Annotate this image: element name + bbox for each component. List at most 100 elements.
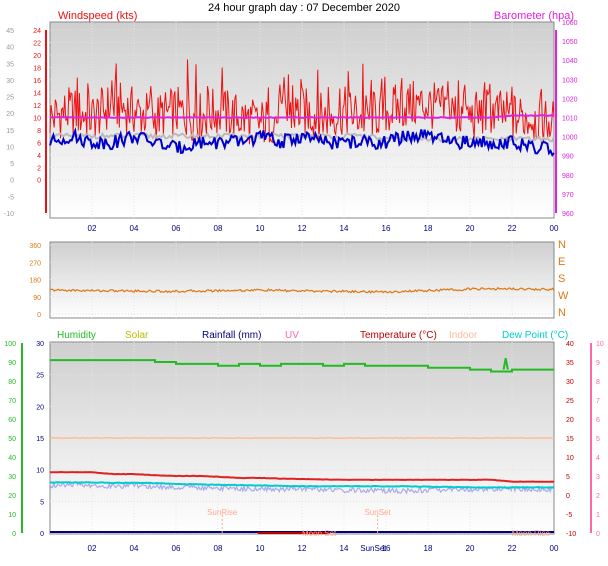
- wind-grey-tick: 30: [6, 78, 14, 85]
- rainfall-tick: 10: [36, 468, 44, 475]
- uv-tick: 8: [596, 379, 600, 386]
- humidity-tick: 20: [8, 493, 16, 500]
- wind-grey-tick: 20: [6, 111, 14, 118]
- barometer-tick: 1040: [562, 58, 578, 65]
- x-tick-label: 14: [340, 224, 349, 233]
- humidity-tick: 70: [8, 398, 16, 405]
- barometer-tick: 1050: [562, 39, 578, 46]
- sunrise-label: SunRise: [207, 508, 238, 517]
- wind-red-tick: 0: [37, 178, 41, 185]
- uv-tick: 7: [596, 398, 600, 405]
- uv-tick: 10: [596, 341, 604, 348]
- x-tick-label: 10: [256, 544, 265, 553]
- rainfall-tick: 0: [40, 531, 44, 538]
- x-tick-label: 18: [424, 544, 433, 553]
- wind-red-tick: 20: [33, 53, 41, 60]
- legend-item: Rainfall (mm): [202, 330, 261, 341]
- wind-red-tick: 10: [33, 115, 41, 122]
- series-barometer: [50, 114, 555, 119]
- x-tick-label: 10: [256, 224, 265, 233]
- direction-compass-label: W: [558, 290, 569, 302]
- uv-tick: 4: [596, 455, 600, 462]
- x-tick-label: 14: [340, 544, 349, 553]
- wind-red-tick: 16: [33, 78, 41, 85]
- wind-red-tick: 14: [33, 90, 41, 97]
- rainfall-tick: 30: [36, 341, 44, 348]
- barometer-tick: 1030: [562, 77, 578, 84]
- humidity-tick: 0: [12, 531, 16, 538]
- humidity-tick: 60: [8, 417, 16, 424]
- series-humidity: [50, 359, 554, 373]
- humidity-tick: 50: [8, 436, 16, 443]
- legend-item: Indoor: [449, 330, 478, 341]
- x-tick-label: 00: [550, 224, 559, 233]
- wind-grey-tick: 15: [6, 128, 14, 135]
- direction-compass-label: S: [558, 273, 565, 285]
- temperature-tick: 30: [566, 379, 574, 386]
- wind-red-tick: 2: [37, 165, 41, 172]
- x-tick-label: 16: [382, 224, 391, 233]
- annotations: SunRise SunSet SunSet Moon Set Moon Rise: [207, 508, 550, 553]
- uv-tick: 9: [596, 360, 600, 367]
- humidity-tick: 30: [8, 474, 16, 481]
- x-tick-label: 16: [382, 544, 391, 553]
- uv-tick: 3: [596, 474, 600, 481]
- legend-item: Dew Point (°C): [502, 330, 568, 341]
- series-humidity-spike: [502, 358, 509, 370]
- series-gust: [49, 59, 555, 145]
- temperature-tick: -5: [566, 512, 572, 519]
- direction-compass-label: N: [558, 307, 566, 319]
- barometer-tick: 1010: [562, 116, 578, 123]
- humidity-tick: 80: [8, 379, 16, 386]
- wind-red-tick: 6: [37, 140, 41, 147]
- legend-item: UV: [285, 330, 299, 341]
- wind-red-tick: 8: [37, 128, 41, 135]
- gridlines: [21, 22, 592, 534]
- x-tick-label: 18: [424, 224, 433, 233]
- x-tick-label: 08: [214, 224, 223, 233]
- rainfall-tick: 20: [36, 404, 44, 411]
- direction-compass-label: E: [558, 256, 565, 268]
- x-tick-label: 06: [172, 224, 181, 233]
- barometer-axis-label: Barometer (hpa): [494, 10, 574, 22]
- wind-grey-tick: 0: [10, 178, 14, 185]
- rainfall-tick: 15: [36, 436, 44, 443]
- series-direction: [49, 286, 555, 294]
- wind-grey-tick: -10: [4, 211, 14, 218]
- direction-tick: 0: [37, 312, 41, 319]
- wind-grey-tick: -5: [8, 194, 14, 201]
- rainfall-tick: 25: [36, 373, 44, 380]
- legend-item: Solar: [125, 330, 149, 341]
- x-tick-label: 22: [508, 224, 517, 233]
- direction-tick: 360: [29, 243, 41, 250]
- barometer-tick: 1020: [562, 96, 578, 103]
- chart-title: 24 hour graph day : 07 December 2020: [208, 2, 400, 14]
- wind-grey-tick: 10: [6, 144, 14, 151]
- x-tick-label: 06: [172, 544, 181, 553]
- temperature-tick: -10: [566, 531, 576, 538]
- uv-tick: 0: [596, 531, 600, 538]
- direction-compass-label: N: [558, 239, 566, 251]
- x-tick-label: 20: [466, 544, 475, 553]
- barometer-tick: 980: [562, 173, 574, 180]
- wind-grey-tick: 40: [6, 45, 14, 52]
- x-tick-label: 04: [130, 224, 139, 233]
- series-average-wind: [49, 126, 555, 158]
- legend-item: Humidity: [57, 330, 96, 341]
- x-tick-label: 00: [550, 544, 559, 553]
- uv-tick: 5: [596, 436, 600, 443]
- wind-red-tick: 4: [37, 153, 41, 160]
- series-indoor: [49, 436, 555, 440]
- temperature-tick: 0: [566, 493, 570, 500]
- wind-grey-tick: 35: [6, 61, 14, 68]
- barometer-tick: 960: [562, 211, 574, 218]
- series-lines: [49, 59, 555, 495]
- humidity-tick: 40: [8, 455, 16, 462]
- x-tick-label: 12: [298, 544, 307, 553]
- series-lavender: [49, 480, 555, 495]
- wind-axis-label: Windspeed (kts): [58, 10, 137, 22]
- legend-item: Temperature (°C): [360, 330, 437, 341]
- humidity-tick: 90: [8, 360, 16, 367]
